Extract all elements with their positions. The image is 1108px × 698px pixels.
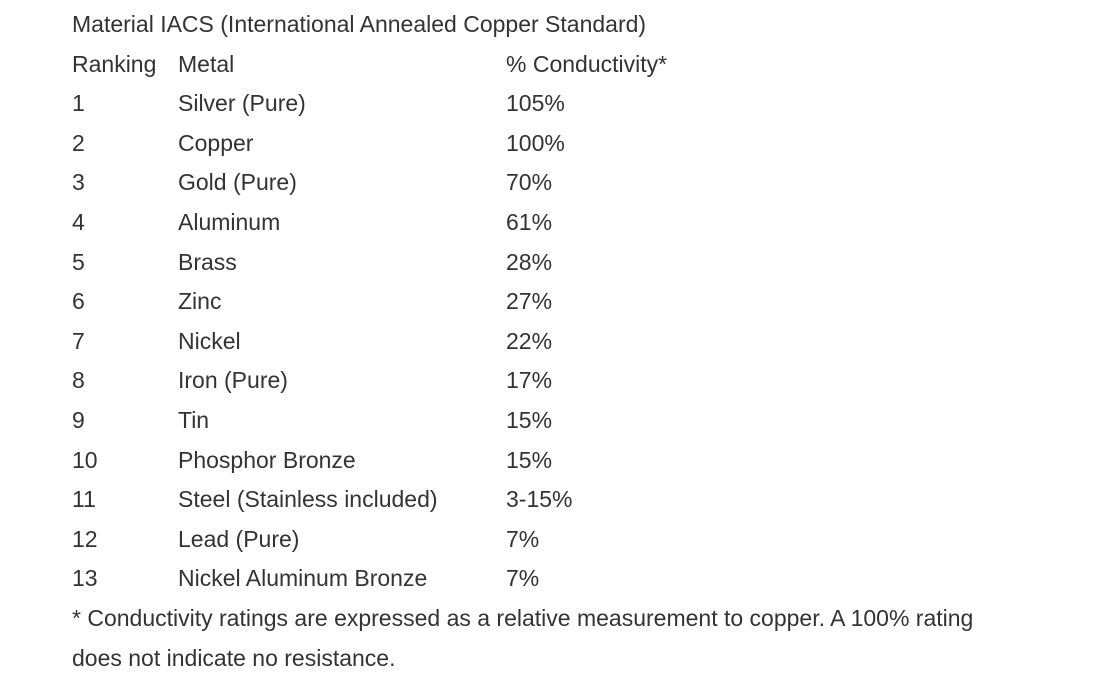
table-row: 1 Silver (Pure) 105% — [72, 84, 1102, 124]
conductivity-cell: 17% — [506, 367, 553, 394]
metal-cell: Phosphor Bronze — [178, 446, 356, 473]
rank-cell: 12 — [72, 525, 98, 552]
rank-cell: 8 — [72, 367, 85, 394]
metal-cell: Copper — [178, 129, 254, 156]
metal-cell: Zinc — [178, 288, 222, 315]
table-row: 7 Nickel 22% — [72, 322, 1102, 362]
rank-cell: 1 — [72, 90, 85, 117]
table-header: Ranking Metal % Conductivity* — [72, 45, 1102, 85]
header-metal: Metal — [178, 50, 235, 77]
metal-cell: Nickel Aluminum Bronze — [178, 565, 428, 592]
metal-cell: Brass — [178, 248, 237, 275]
table-row: 10 Phosphor Bronze 15% — [72, 441, 1102, 481]
rank-cell: 9 — [72, 406, 85, 433]
table-row: 3 Gold (Pure) 70% — [72, 163, 1102, 203]
table-row: 2 Copper 100% — [72, 124, 1102, 164]
conductivity-cell: 22% — [506, 327, 553, 354]
table-row: 11 Steel (Stainless included) 3-15% — [72, 480, 1102, 520]
rank-cell: 7 — [72, 327, 85, 354]
rank-cell: 5 — [72, 248, 85, 275]
table-row: 8 Iron (Pure) 17% — [72, 361, 1102, 401]
conductivity-cell: 3-15% — [506, 486, 573, 513]
conductivity-cell: 15% — [506, 406, 553, 433]
rank-cell: 11 — [72, 486, 96, 513]
metal-cell: Gold (Pure) — [178, 169, 297, 196]
table-body: 1 Silver (Pure) 105% 2 Copper 100% 3 Gold (Pure… — [72, 84, 1102, 599]
footnote-line-1: * Conductivity ratings are expressed as … — [72, 604, 974, 631]
metal-cell: Steel (Stainless included) — [178, 486, 438, 513]
rank-cell: 2 — [72, 129, 85, 156]
metal-cell: Aluminum — [178, 208, 281, 235]
conductivity-cell: 61% — [506, 208, 553, 235]
conductivity-cell: 100% — [506, 129, 565, 156]
table-row: 6 Zinc 27% — [72, 282, 1102, 322]
conductivity-cell: 7% — [506, 525, 540, 552]
table-row: 13 Nickel Aluminum Bronze 7% — [72, 559, 1102, 599]
metal-cell: Silver (Pure) — [178, 90, 306, 117]
metal-cell: Nickel — [178, 327, 241, 354]
conductivity-cell: 15% — [506, 446, 553, 473]
table-row: 9 Tin 15% — [72, 401, 1102, 441]
page-title: Material IACS (International Annealed Co… — [72, 11, 647, 37]
rank-cell: 4 — [72, 208, 85, 235]
table-row: 5 Brass 28% — [72, 243, 1102, 283]
conductivity-cell: 105% — [506, 90, 565, 117]
conductivity-cell: 7% — [506, 565, 540, 592]
header-ranking: Ranking — [72, 50, 157, 77]
metal-cell: Iron (Pure) — [178, 367, 288, 394]
header-conductivity: % Conductivity* — [506, 50, 668, 77]
rank-cell: 6 — [72, 288, 85, 315]
document: Material IACS (International Annealed Co… — [72, 5, 1102, 678]
rank-cell: 13 — [72, 565, 98, 592]
table-row: 12 Lead (Pure) 7% — [72, 520, 1102, 560]
metal-cell: Lead (Pure) — [178, 525, 300, 552]
rank-cell: 3 — [72, 169, 85, 196]
table-row: 4 Aluminum 61% — [72, 203, 1102, 243]
metal-cell: Tin — [178, 406, 210, 433]
conductivity-cell: 28% — [506, 248, 553, 275]
conductivity-cell: 27% — [506, 288, 553, 315]
rank-cell: 10 — [72, 446, 98, 473]
conductivity-cell: 70% — [506, 169, 553, 196]
footnote-line-2: does not indicate no resistance. — [72, 644, 396, 671]
